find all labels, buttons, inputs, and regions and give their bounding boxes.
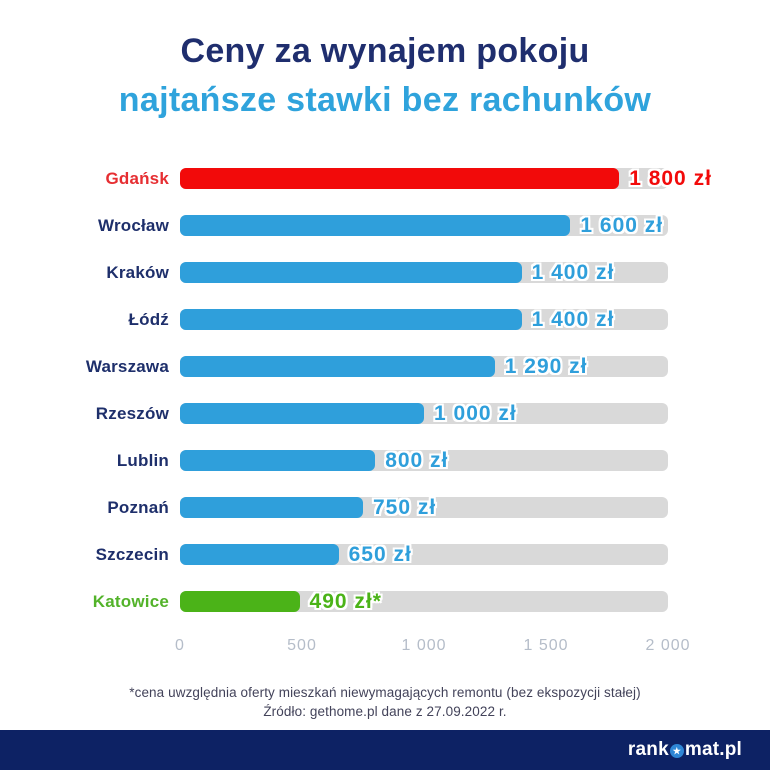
city-label: Wrocław [98, 215, 169, 235]
bar-value-label: 800 zł [385, 448, 449, 472]
logo-text-prefix: rank [627, 739, 669, 760]
chart-row: Wrocław 1 600 zł [0, 202, 770, 249]
x-axis-tick-label: 500 [287, 637, 317, 654]
bar-fill [180, 262, 522, 283]
bar-fill [180, 591, 300, 612]
footnote-asterisk: *cena uwzględnia oferty mieszkań niewyma… [129, 685, 641, 700]
city-label: Lublin [116, 450, 169, 470]
bar-track: 1 400 zł [180, 307, 668, 331]
bar-value-label: 1 800 zł [629, 166, 712, 190]
bar-value-label: 1 400 zł [531, 260, 615, 284]
bar-rows: Gdańsk 1 800 zł Wrocław 1 600 zł Kraków 1 400… [0, 155, 770, 625]
bar-chart: Gdańsk 1 800 zł Wrocław 1 600 zł Kraków 1 400… [0, 155, 770, 657]
bar-fill [180, 450, 376, 471]
bar-track: 1 400 zł [180, 260, 668, 284]
bar-value-label: 490 zł* [309, 589, 382, 613]
bar-track: 800 zł [180, 448, 668, 472]
chart-row: Warszawa 1 290 zł [0, 343, 770, 390]
bar-value-label: 1 600 zł [580, 213, 664, 237]
bar-value-label: 750 zł [373, 495, 437, 519]
rankomat-star-icon: ★ [669, 744, 684, 758]
chart-row: Rzeszów 1 000 zł [0, 390, 770, 437]
city-label: Warszawa [85, 356, 169, 376]
x-axis: 0 500 1 000 1 500 2 000 [175, 637, 689, 657]
footer-bar: rank ★ mat.pl [0, 730, 770, 770]
bar-value-label: 1 000 zł [434, 401, 517, 425]
x-axis-tick-label: 2 000 [645, 637, 691, 654]
bar-fill [180, 544, 339, 565]
chart-row: Kraków 1 400 zł [0, 249, 770, 296]
chart-row: Szczecin 650 zł [0, 531, 770, 578]
footnotes: *cena uwzględnia oferty mieszkań niewyma… [0, 683, 770, 721]
city-label: Poznań [107, 497, 169, 517]
chart-row: Łódź 1 400 zł [0, 296, 770, 343]
page-title: Ceny za wynajem pokoju [180, 32, 590, 70]
chart-row: Poznań 750 zł [0, 484, 770, 531]
city-label: Szczecin [95, 544, 169, 564]
city-label: Łódź [128, 309, 169, 329]
bar-track: 1 290 zł [180, 354, 668, 378]
footnote-source: Źródło: gethome.pl dane z 27.09.2022 r. [263, 704, 507, 719]
bar-track: 1 000 zł [180, 401, 668, 425]
x-axis-tick-label: 0 [175, 637, 185, 654]
rankomat-logo: rank ★ mat.pl [628, 739, 742, 761]
bar-track: 650 zł [180, 542, 668, 566]
bar-track: 1 600 zł [180, 213, 668, 237]
city-label: Katowice [92, 591, 169, 611]
bar-fill [180, 356, 495, 377]
bar-value-label: 650 zł [348, 542, 412, 566]
chart-row: Gdańsk 1 800 zł [0, 155, 770, 202]
logo-text-suffix: mat.pl [684, 739, 742, 760]
bar-fill [180, 309, 522, 330]
bar-track: 1 800 zł [180, 167, 711, 190]
bar-fill [180, 168, 620, 189]
chart-header: Ceny za wynajem pokoju najtańsze stawki … [0, 0, 770, 121]
x-axis-tick-label: 1 000 [401, 637, 447, 654]
bar-track: 490 zł* [180, 589, 668, 613]
bar-track: 750 zł [180, 495, 668, 519]
x-axis-tick-label: 1 500 [523, 637, 569, 654]
city-label: Gdańsk [105, 168, 169, 188]
bar-fill [180, 403, 424, 424]
chart-row: Katowice 490 zł* [0, 578, 770, 625]
city-label: Kraków [106, 262, 169, 282]
bar-fill [180, 497, 363, 518]
page-subtitle: najtańsze stawki bez rachunków [118, 80, 652, 119]
bar-value-label: 1 290 zł [504, 354, 588, 378]
bar-fill [180, 215, 571, 236]
bar-value-label: 1 400 zł [531, 307, 615, 331]
city-label: Rzeszów [95, 403, 169, 423]
chart-row: Lublin 800 zł [0, 437, 770, 484]
